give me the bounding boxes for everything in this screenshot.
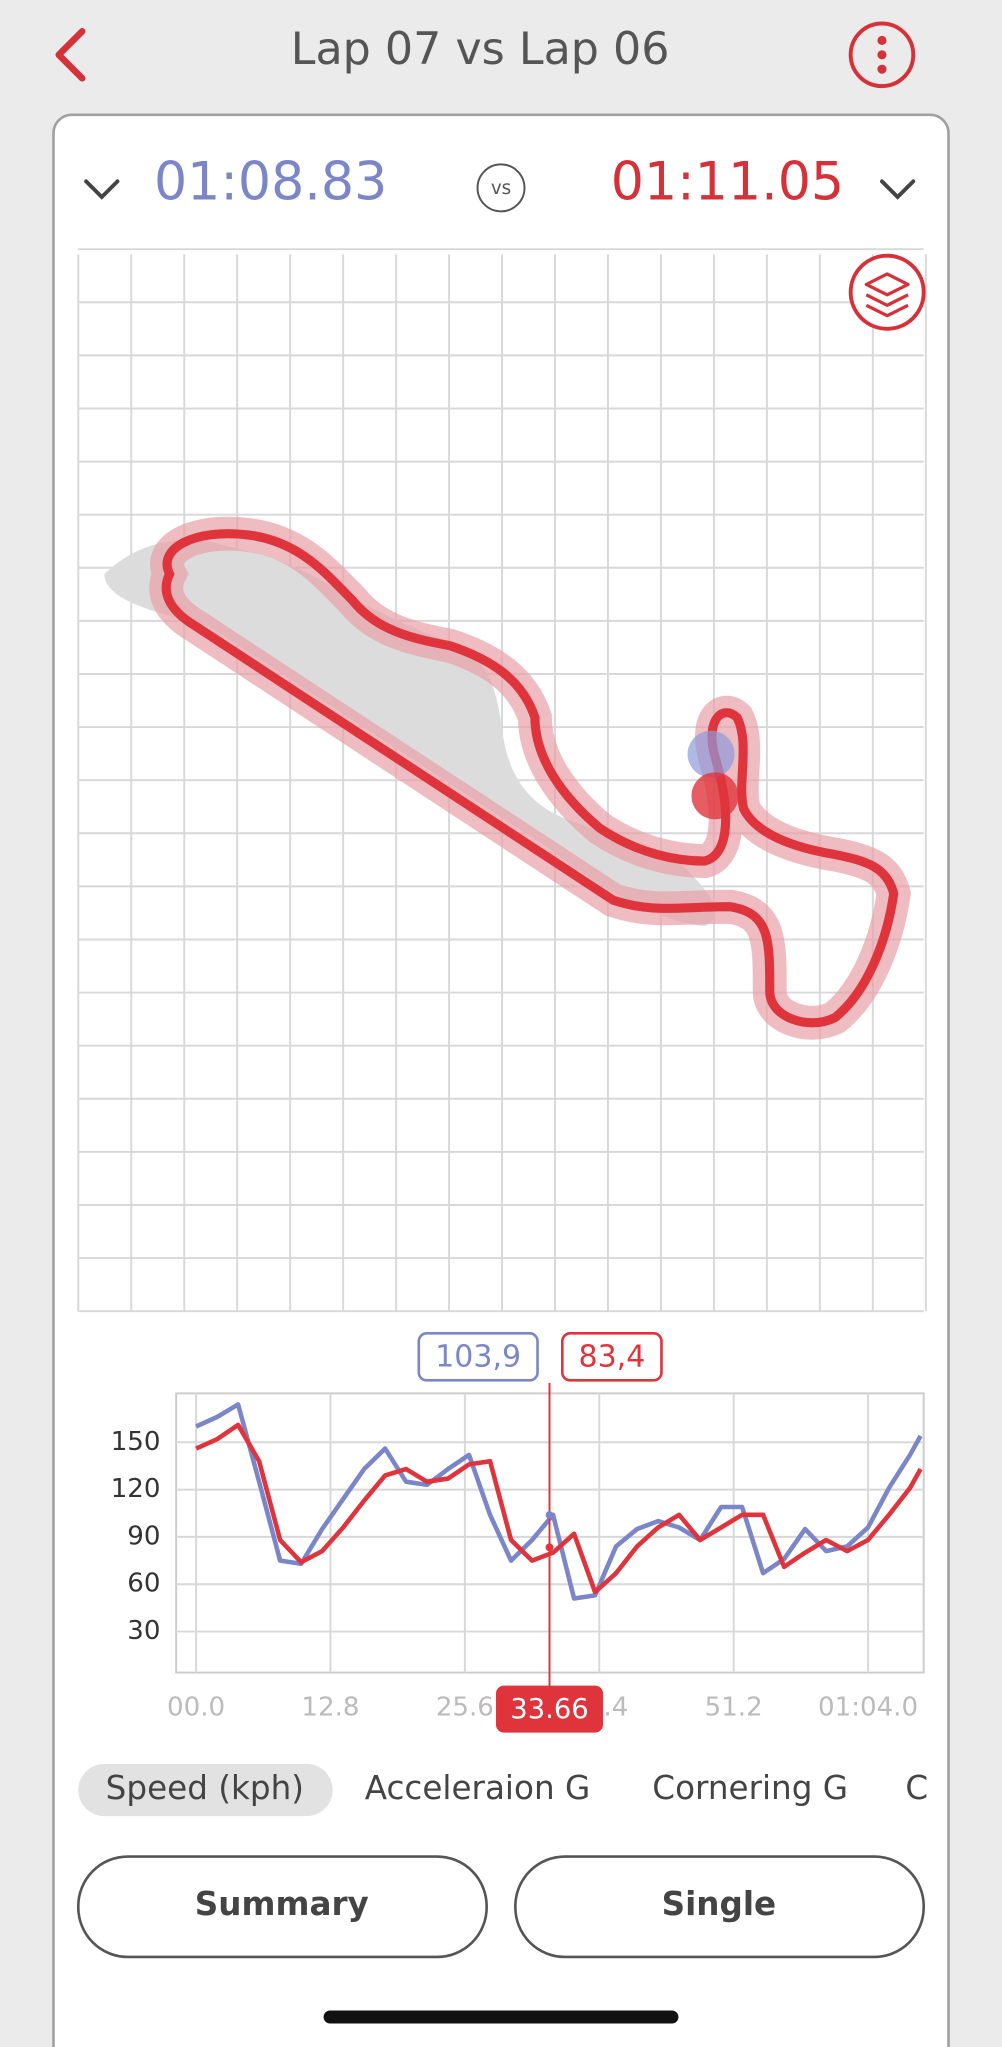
single-button[interactable] xyxy=(514,1855,926,1959)
selected-tab-bg xyxy=(78,1763,333,1817)
summary-button[interactable] xyxy=(76,1855,488,1959)
cursor-point xyxy=(545,1511,554,1519)
menu-button[interactable] xyxy=(848,21,916,89)
x-tick-label: 12.8 xyxy=(301,1692,359,1722)
lap-b-time: 01:11.05 xyxy=(611,152,844,212)
tab[interactable]: Cornering G xyxy=(652,1769,848,1807)
speed-line xyxy=(195,1402,923,1601)
x-tick-label: 01:04.0 xyxy=(818,1692,918,1722)
lap-b-dropdown[interactable] xyxy=(880,179,916,200)
y-tick-label: 120 xyxy=(111,1474,161,1504)
x-tick-label: 51.2 xyxy=(705,1692,763,1722)
cursor-point xyxy=(545,1543,554,1552)
tab[interactable]: C xyxy=(905,1769,928,1807)
layers-button[interactable] xyxy=(848,253,926,331)
y-tick-label: 30 xyxy=(127,1616,160,1646)
y-tick-label: 60 xyxy=(127,1569,160,1599)
lap-a-dropdown[interactable] xyxy=(84,179,120,200)
y-tick-label: 150 xyxy=(111,1427,161,1457)
track-map xyxy=(104,516,911,1040)
home-indicator xyxy=(323,2010,679,2024)
single-label[interactable]: Single xyxy=(662,1885,777,1923)
cursor-tooltip xyxy=(417,1332,539,1382)
y-tick-label: 90 xyxy=(127,1521,160,1551)
card xyxy=(52,113,950,2047)
summary-label[interactable]: Summary xyxy=(195,1885,369,1923)
cursor-badge xyxy=(496,1685,603,1733)
tab[interactable]: Speed (kph) xyxy=(106,1769,304,1807)
speed-line xyxy=(195,1422,923,1595)
cursor-value: 83,4 xyxy=(578,1340,645,1375)
x-tick-label: 25.6 xyxy=(436,1692,494,1722)
cursor-value: 103,9 xyxy=(435,1340,521,1375)
back-button[interactable] xyxy=(55,28,86,82)
cursor-tooltip xyxy=(561,1332,663,1382)
lap-a-time: 01:08.83 xyxy=(154,152,387,212)
vs-badge xyxy=(476,163,526,213)
speed-chart: 30609012015000.012.825.638.451.201:04.03… xyxy=(111,1332,925,1733)
vs-text: vs xyxy=(491,178,511,199)
tab[interactable]: Acceleraion G xyxy=(365,1769,590,1807)
x-tick-label: 00.0 xyxy=(167,1692,225,1722)
page-title: Lap 07 vs Lap 06 xyxy=(291,24,670,75)
cursor-time: 33.66 xyxy=(510,1694,588,1725)
